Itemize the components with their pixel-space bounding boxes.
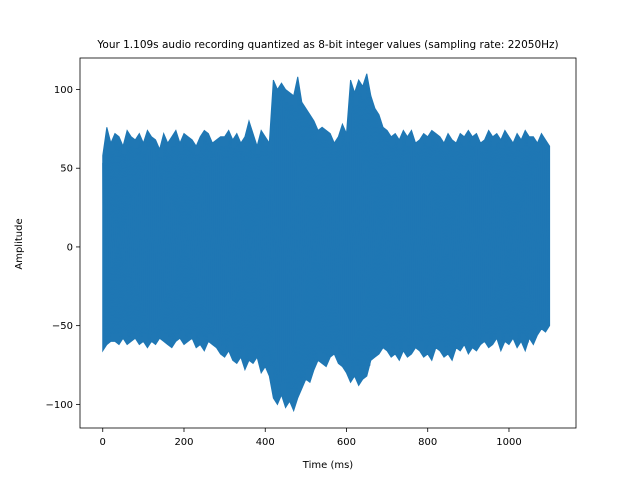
x-tick-label: 600 [337,437,356,448]
x-tick-label: 400 [256,437,275,448]
plot-area [102,73,551,413]
x-axis-label: Time (ms) [302,460,354,471]
axes: 0 200 400 600 800 1000 −100 −50 0 50 100 [46,57,577,448]
x-tick-label: 0 [100,437,106,448]
y-tick-label: 50 [60,164,73,175]
x-tick-label: 1000 [496,437,521,448]
waveform-line-0 [102,87,550,398]
y-tick-label: −50 [52,321,73,332]
y-tick-label: 0 [67,242,73,253]
chart-title: Your 1.109s audio recording quantized as… [96,39,558,51]
x-tick-label: 200 [174,437,193,448]
x-tick-label: 800 [418,437,437,448]
axes-frame [79,57,577,429]
y-tick-label: −100 [46,400,73,411]
y-tick-label: 100 [54,85,73,96]
y-axis-label: Amplitude [14,218,25,269]
